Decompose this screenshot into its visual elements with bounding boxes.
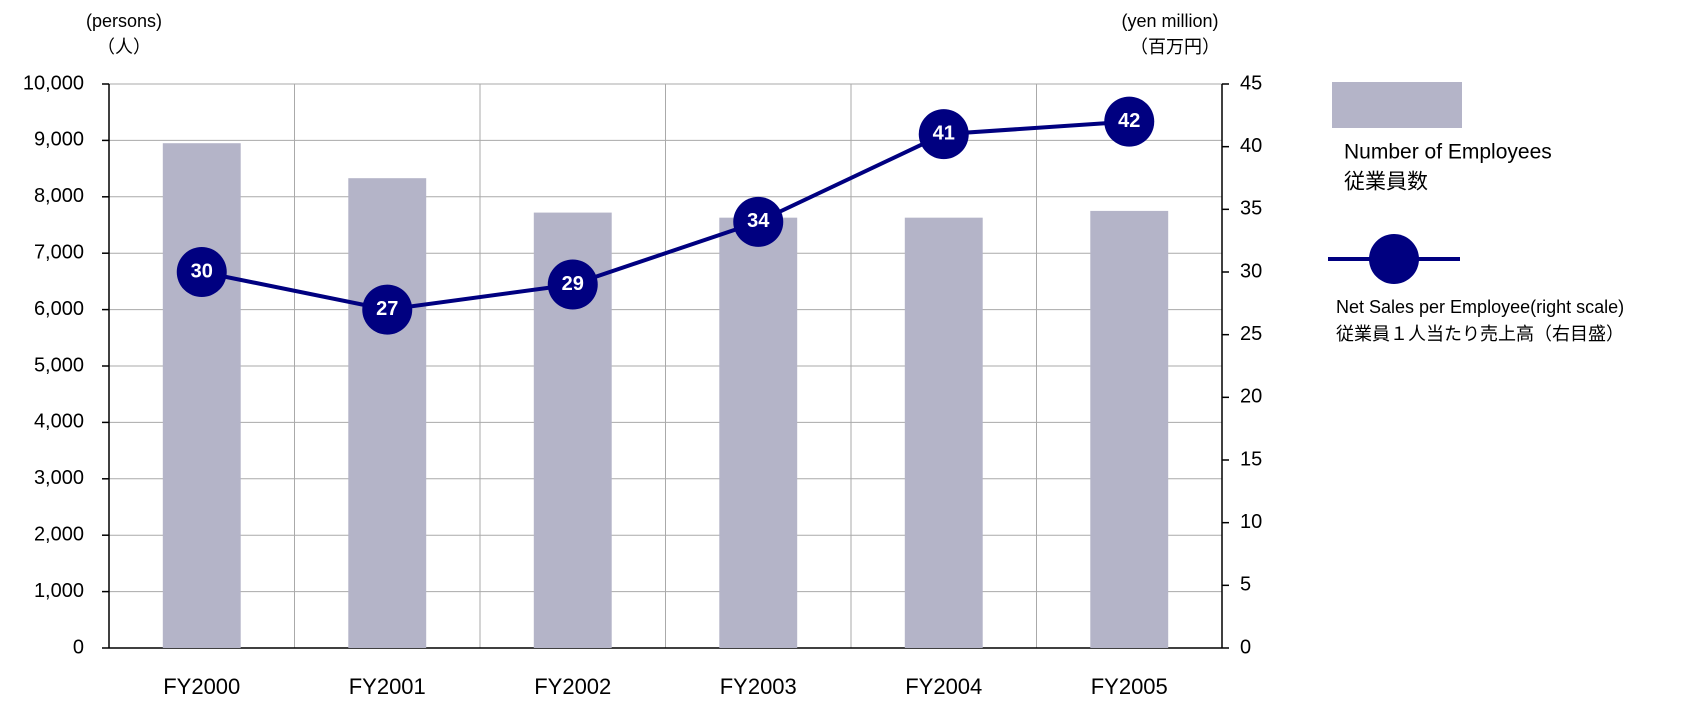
y-axis-label: (persons) bbox=[86, 11, 162, 31]
y-tick-label: 10,000 bbox=[23, 72, 84, 94]
y2-axis-label-ja: （百万円） bbox=[1130, 37, 1220, 57]
data-label: 30 bbox=[191, 260, 213, 282]
bar bbox=[1090, 210, 1169, 648]
data-label: 41 bbox=[933, 122, 955, 144]
y-tick-label: 0 bbox=[73, 636, 84, 658]
y-tick-label: 3,000 bbox=[34, 467, 84, 489]
y-axis-label-ja: （人） bbox=[97, 37, 151, 57]
legend-label-ja: 従業員数 bbox=[1344, 171, 1428, 194]
bar bbox=[719, 217, 798, 648]
y2-tick-label: 15 bbox=[1240, 448, 1262, 470]
y2-axis-label: (yen million) bbox=[1121, 11, 1218, 31]
y2-tick-label: 45 bbox=[1240, 72, 1262, 94]
y-tick-label: 7,000 bbox=[34, 241, 84, 263]
marker bbox=[1104, 96, 1155, 147]
legend-label-ja: 従業員１人当たり売上高（右目盛） bbox=[1336, 324, 1624, 344]
data-label: 29 bbox=[562, 273, 584, 295]
x-tick-label: FY2002 bbox=[534, 674, 611, 699]
marker bbox=[547, 259, 598, 310]
bar bbox=[162, 143, 241, 648]
y2-tick-label: 10 bbox=[1240, 511, 1262, 533]
y2-tick-label: 5 bbox=[1240, 574, 1251, 596]
y2-tick-label: 20 bbox=[1240, 386, 1262, 408]
bar bbox=[348, 178, 427, 649]
marker bbox=[733, 196, 784, 247]
marker bbox=[176, 247, 227, 297]
y-tick-label: 5,000 bbox=[34, 354, 84, 376]
y-tick-label: 2,000 bbox=[34, 523, 84, 545]
legend-label: Net Sales per Employee(right scale) bbox=[1336, 297, 1624, 317]
x-tick-label: FY2003 bbox=[720, 674, 797, 699]
y2-tick-label: 30 bbox=[1240, 260, 1262, 282]
x-tick-label: FY2001 bbox=[349, 674, 426, 699]
bar bbox=[904, 217, 983, 648]
y-tick-label: 4,000 bbox=[34, 411, 84, 433]
data-label: 42 bbox=[1118, 110, 1140, 132]
y-tick-label: 1,000 bbox=[34, 580, 84, 602]
line bbox=[201, 119, 1130, 312]
y-tick-label: 9,000 bbox=[34, 129, 84, 151]
y-tick-label: 6,000 bbox=[34, 298, 84, 320]
x-tick-label: FY2004 bbox=[905, 674, 982, 699]
legend-swatch bbox=[1332, 82, 1462, 128]
legend-label: Number of Employees bbox=[1344, 141, 1552, 164]
legend-marker bbox=[1369, 234, 1419, 284]
x-tick-label: FY2005 bbox=[1091, 674, 1168, 699]
y-tick-label: 8,000 bbox=[34, 185, 84, 207]
marker bbox=[362, 284, 413, 335]
data-label: 34 bbox=[747, 210, 770, 232]
marker bbox=[918, 109, 969, 160]
data-label: 27 bbox=[376, 298, 398, 320]
y2-tick-label: 25 bbox=[1240, 323, 1262, 345]
x-tick-label: FY2000 bbox=[163, 674, 240, 699]
y2-tick-label: 35 bbox=[1240, 198, 1262, 220]
y2-tick-label: 40 bbox=[1240, 135, 1262, 157]
y2-tick-label: 0 bbox=[1240, 636, 1251, 658]
